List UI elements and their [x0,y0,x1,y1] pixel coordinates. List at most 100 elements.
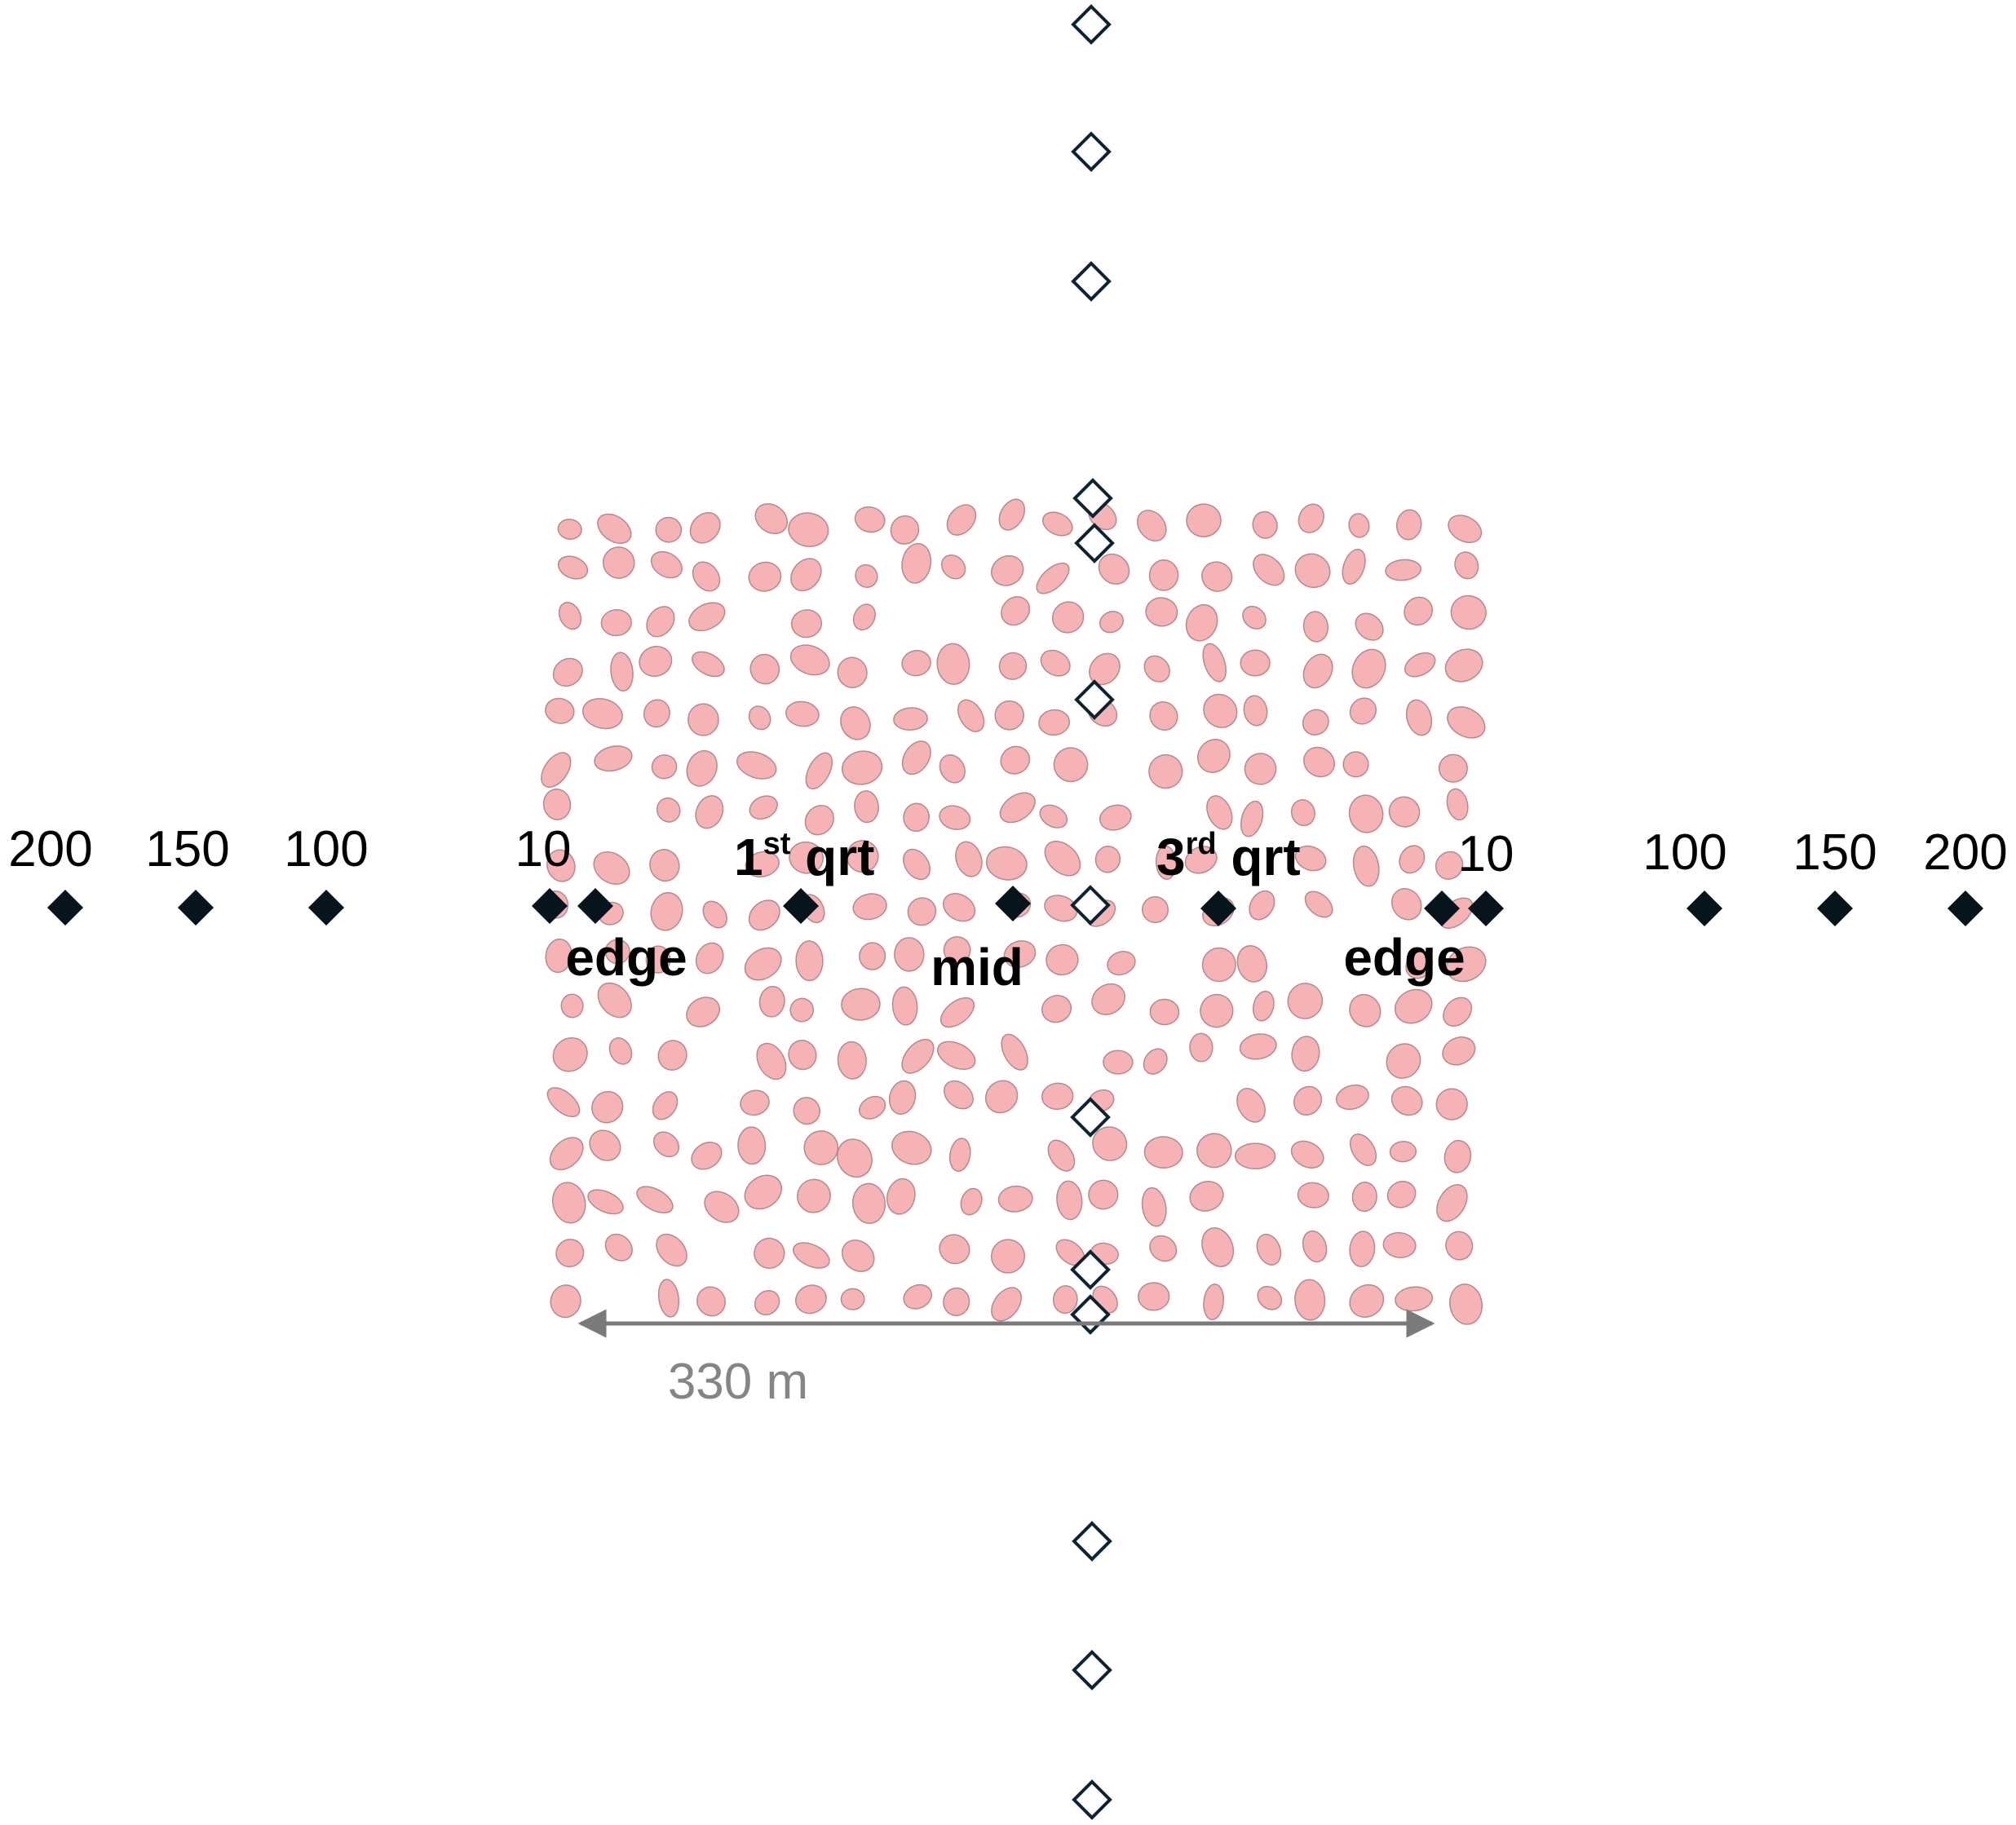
vegetation-patch [1148,753,1183,789]
vegetation-patch [841,988,881,1021]
filled-diamond-icon [1424,890,1460,926]
vegetation-patch [990,555,1024,586]
vegetation-patch [1445,1231,1474,1261]
vegetation-patch [652,1091,679,1120]
vegetation-patch [1239,1033,1277,1060]
vegetation-patch [790,609,823,639]
vegetation-patch [552,657,583,687]
vegetation-patch [687,703,719,736]
vegetation-patch [1294,553,1331,589]
vegetation-patch [943,1287,970,1317]
vegetation-patch [1040,649,1071,677]
vegetation-patch [1141,1186,1167,1227]
vegetation-patch [1395,509,1422,541]
vegetation-patch [998,652,1028,680]
left-distance-200-label: 200 [8,821,92,877]
vegetation-patch [997,1185,1033,1213]
hollow-diamond-icon [1070,885,1111,926]
vegetation-patch [608,1037,633,1065]
vegetation-patch [1136,510,1167,542]
vegetation-patch [1206,795,1233,830]
vegetation-patch [1038,709,1071,736]
vegetation-patch [1297,1182,1329,1209]
vegetation-patch [985,846,1028,881]
vegetation-patch [651,754,678,780]
vegetation-patch [1044,895,1078,922]
vegetation-patch [604,939,630,965]
vegetation-patch [756,1042,787,1080]
vegetation-patch [546,849,576,882]
vegetation-patch [1447,706,1486,739]
mid-label: mid [931,938,1023,996]
vegetation-patch [1389,1141,1417,1163]
vegetation-patch [893,707,928,731]
vegetation-patch [1342,751,1369,778]
vegetation-patch [1141,896,1169,923]
vegetation-patch [1184,846,1218,874]
hollow-diamond-icon [1074,679,1115,720]
vegetation-patch [748,899,780,931]
vegetation-patch [999,792,1036,824]
vegetation-patch [581,698,623,730]
vegetation-patch [852,893,887,921]
vegetation-patch [1335,1084,1369,1111]
vegetation-patch [692,561,721,592]
right-distance-10-label: 10 [1458,826,1514,882]
vegetation-patch [943,1080,974,1110]
hollow-diamond-icon [1070,1097,1111,1138]
filled-diamond-icon [532,888,568,924]
vegetation-patch [695,795,724,829]
third-quarter-suffix: qrt [1217,828,1301,886]
vegetation-patch [1044,840,1081,877]
vertical-transect [1070,4,1115,1820]
vegetation-patch [836,1138,873,1178]
vegetation-patch [948,1138,971,1172]
vegetation-patch [754,1237,785,1269]
vegetation-patch [894,937,925,972]
filled-diamond-icon [178,890,214,926]
right-edge-label: edge [1343,928,1465,987]
vegetation-patch [749,653,780,685]
vegetation-patch [745,851,780,877]
vegetation-patch [891,1130,932,1165]
filled-diamond-icon [47,890,83,926]
vegetation-patch [1386,1043,1421,1079]
vegetation-patch [549,1137,584,1171]
vegetation-patch [1435,851,1464,880]
vegetation-patch [841,1239,875,1272]
vegetation-patch [1240,800,1264,837]
vegetation-patch [1149,701,1178,731]
vegetation-patch [1196,739,1231,773]
vegetation-patch [1088,1179,1119,1210]
third-quarter-superscript: rd [1186,827,1217,861]
vegetation-patch [796,1178,831,1213]
vegetation-patch [1186,503,1222,537]
vegetation-patch [1382,1231,1417,1258]
vegetation-patch [890,515,920,545]
vegetation-patch [937,1041,976,1071]
filled-diamond-icon [577,888,613,924]
hollow-diamond-icon [1072,1650,1112,1690]
vegetation-patch [1351,648,1386,689]
vegetation-patch [960,1187,983,1216]
vegetation-patch [1155,845,1177,881]
vegetation-patch [1443,1139,1472,1173]
right-distance-100-label: 100 [1642,824,1726,881]
vegetation-patch [736,751,777,780]
vegetation-patch [1143,655,1170,683]
vegetation-patch [903,848,931,881]
vegetation-patch [1294,1279,1326,1321]
vegetation-patch [555,1239,585,1268]
vegetation-patch [1436,1184,1468,1222]
vegetation-patch [795,940,824,982]
vegetation-patch [649,849,680,882]
vegetation-patch [749,795,778,820]
vegetation-patch [657,1279,680,1318]
vegetation-patch [1302,709,1329,736]
vegetation-patch [1435,1088,1468,1120]
hollow-diamond-icon [1072,478,1113,519]
vegetation-patch [1348,513,1370,538]
vegetation-patch [858,1095,886,1120]
vegetation-patch [1098,553,1130,585]
vegetation-patch [754,1289,780,1316]
